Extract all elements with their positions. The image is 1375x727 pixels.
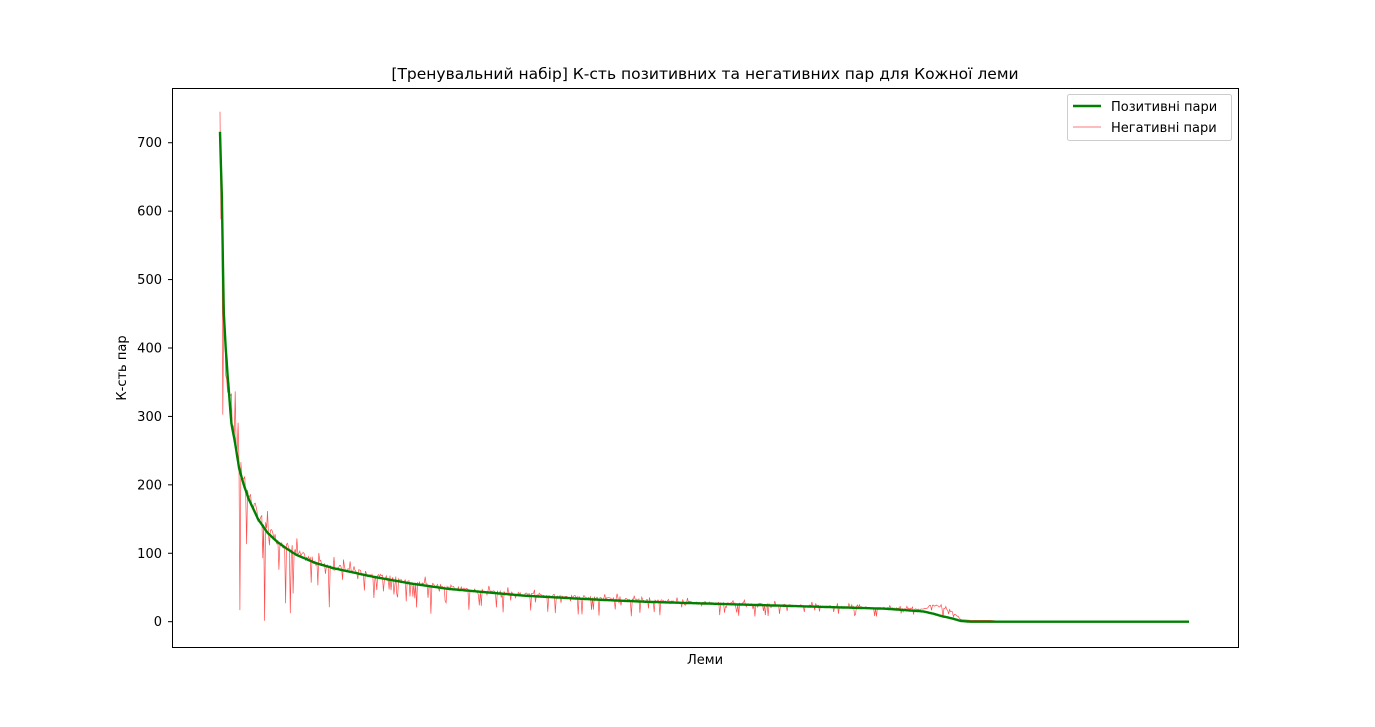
series-line-positive (218, 131, 1190, 623)
y-tick-label: 400 (137, 342, 162, 357)
plot-area (218, 111, 1190, 623)
y-tick-label: 500 (137, 273, 162, 288)
y-tick-label: 200 (137, 478, 162, 493)
x-axis-label: Леми (687, 653, 723, 668)
y-tick-label: 700 (137, 136, 162, 151)
y-tick-label: 100 (137, 547, 162, 562)
plot-frame (172, 88, 1239, 648)
chart-title: [Тренувальний набір] К-сть позитивних та… (391, 65, 1018, 83)
y-axis: 0 100 200 300 400 500 600 700 (137, 136, 172, 630)
y-axis-label: К-сть пар (115, 335, 130, 400)
legend: Позитивні пари Негативні пари (1067, 94, 1232, 141)
y-tick-label: 0 (154, 615, 162, 630)
series-line-negative (219, 111, 1189, 623)
y-tick-label: 600 (137, 205, 162, 220)
legend-label-negative: Негативні пари (1111, 121, 1217, 136)
legend-box (1067, 94, 1232, 141)
legend-label-positive: Позитивні пари (1111, 100, 1217, 115)
y-tick-label: 300 (137, 410, 162, 425)
